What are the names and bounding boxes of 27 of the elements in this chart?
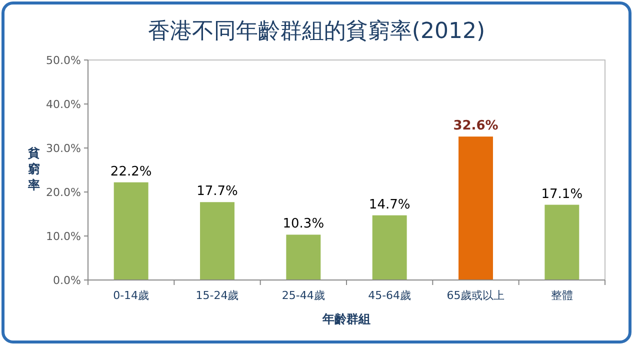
x-tick-label: 65歲或以上: [446, 289, 505, 302]
y-tick-label: 10.0%: [46, 230, 81, 243]
bar: [458, 136, 493, 280]
x-tick-label: 整體: [550, 289, 573, 302]
data-label: 22.2%: [110, 164, 152, 180]
x-tick-label: 0-14歲: [113, 289, 150, 302]
bar: [114, 182, 148, 280]
y-tick-label: 0.0%: [53, 274, 81, 287]
data-label: 32.6%: [453, 118, 498, 134]
bar: [200, 202, 234, 280]
y-tick-label: 50.0%: [46, 54, 81, 67]
x-axis-title: 年齡群組: [322, 312, 370, 326]
y-tick-label: 20.0%: [46, 186, 81, 199]
bar: [372, 215, 407, 280]
x-tick-label: 15-24歲: [196, 289, 239, 302]
data-label: 17.1%: [541, 186, 583, 202]
data-label: 17.7%: [196, 184, 238, 200]
data-label: 10.3%: [282, 216, 324, 232]
y-axis-title: 貧窮率: [27, 146, 40, 192]
chart-title: 香港不同年齡群組的貧窮率(2012): [148, 19, 486, 44]
y-tick-label: 30.0%: [46, 142, 81, 155]
bar: [286, 234, 321, 280]
data-label: 14.7%: [368, 197, 410, 212]
x-tick-label: 25-44歲: [282, 289, 325, 302]
y-tick-label: 40.0%: [46, 98, 81, 111]
x-tick-label: 45-64歲: [368, 289, 412, 302]
bar: [544, 204, 580, 280]
